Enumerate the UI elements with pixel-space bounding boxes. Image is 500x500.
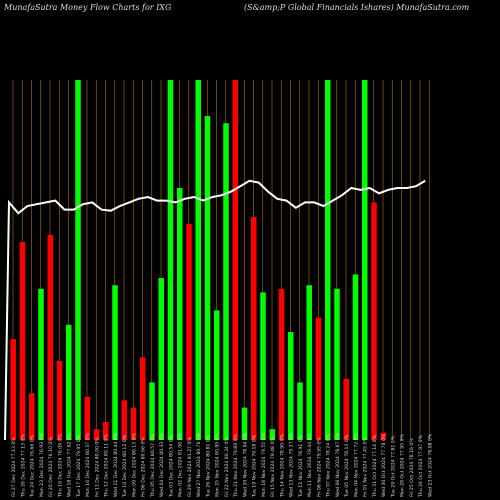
- x-tick-label: Thu 12 Dec 2024 80.11 0%: [104, 434, 110, 498]
- bar-21: [204, 116, 211, 440]
- x-tick-label: Tue 24 Dec 2024 76.66 0%: [30, 434, 36, 498]
- x-tick-label: Fri 13 Dec 2024 80.00 0%: [94, 437, 100, 497]
- x-tick-label: Mon 04 Nov 2024 77.72 0%: [353, 432, 359, 497]
- price-line: [4, 179, 426, 441]
- x-tick-label: Tue 17 Dec 2024 79.95 0%: [76, 434, 82, 498]
- x-tick-label: Fri 06 Dec 2024 80.66 0%: [141, 437, 147, 497]
- bar-23: [223, 123, 229, 440]
- x-tick-label: Thu 07 Nov 2024 78.24 0%: [326, 433, 332, 498]
- bar-22: [214, 310, 220, 440]
- bar-34: [325, 80, 331, 440]
- x-tick-label: Tue 12 Nov 2024 78.91 0%: [298, 434, 304, 498]
- x-tick-label: Fri 08 Nov 2024 79.95 0%: [316, 437, 322, 497]
- bar-2: [29, 393, 35, 440]
- x-tick-label: Mon 11 Nov 2024 79.44 0%: [307, 432, 313, 497]
- bar-8: [84, 396, 90, 440]
- bar-35: [334, 288, 340, 440]
- x-tick-label: Tue 26 Nov 2024 80.81 0%: [205, 434, 211, 498]
- x-tick-label: Thu 14 Nov 2024 78.90 0%: [279, 433, 285, 498]
- bar-32: [306, 285, 312, 440]
- x-tick-label: Fri 15 Nov 2024 79.48 0%: [270, 437, 276, 497]
- x-tick-label: Mon 23 Dec 2024 76.93 0%: [39, 433, 45, 497]
- bar-39: [371, 202, 377, 440]
- bar-13: [130, 407, 137, 440]
- bar-15: [149, 382, 155, 440]
- bar-5: [56, 360, 63, 440]
- x-tick-label: Thu 19 Dec 2024 76.09 0%: [57, 434, 63, 498]
- x-tick-label: Tue 03 Dec 2024 80.54 0%: [168, 434, 174, 498]
- x-tick-label: Tue 29 Oct 2024 77.81 0%: [390, 435, 396, 498]
- bar-26: [251, 216, 257, 440]
- bar-0: [10, 339, 16, 440]
- x-tick-label: Tue 05 Nov 2024 78.13 0%: [344, 434, 350, 498]
- bar-17: [167, 80, 174, 440]
- chart-title-left: MunafaSutra Money Flow Charts for IXG: [4, 3, 172, 12]
- x-tick-label: Fri 29 Nov 2024 81.27 0%: [187, 437, 193, 497]
- x-tick-label: Mon 16 Dec 2024 80.37 0%: [85, 433, 91, 497]
- x-tick-label: Wed 06 Nov 2024 78.67 0%: [335, 432, 341, 497]
- x-tick-label: Wed 13 Nov 2024 79.37 0%: [289, 432, 295, 497]
- x-tick-label: Thu 21 Nov 2024 79.89 0%: [233, 433, 239, 498]
- x-tick-label: Wed 04 Dec 2024 80.33 0%: [159, 432, 165, 497]
- x-tick-label: Thu 24 Oct 2024 77.97 0%: [418, 435, 424, 498]
- bar-4: [47, 234, 53, 440]
- x-tick-label: Mon 28 Oct 2024 77.95 0%: [400, 433, 406, 497]
- x-tick-label: Fri 01 Nov 2024 77.45 0%: [363, 437, 369, 497]
- bar-19: [186, 224, 192, 440]
- x-tick-label: Mon 02 Dec 2024 81.06 0%: [178, 433, 184, 497]
- bar-28: [269, 429, 275, 440]
- bar-3: [38, 288, 44, 440]
- bar-11: [112, 285, 118, 440]
- bar-9: [93, 429, 100, 440]
- bar-16: [158, 278, 164, 440]
- bar-10: [103, 422, 109, 440]
- x-tick-labels: Fri 27 Dec 2024 77.13 0% Thu 26 Dec 2024 …: [11, 432, 433, 498]
- bar-7: [75, 80, 81, 440]
- x-tick-label: Wed 30 Oct 2024 77.78 0%: [381, 433, 387, 497]
- bar-37: [352, 274, 359, 440]
- x-tick-label: Mon 18 Nov 2024 79.55 0%: [261, 432, 267, 497]
- x-tick-label: Fri 27 Dec 2024 77.13 0%: [11, 437, 17, 497]
- bar-40: [380, 432, 386, 440]
- x-tick-label: Wed 27 Nov 2024 80.76 0%: [196, 432, 202, 497]
- x-tick-label: Fri 22 Nov 2024 80.34 0%: [224, 437, 230, 497]
- x-tick-label: Thu 26 Dec 2024 77.13 0%: [20, 434, 26, 498]
- bar-1: [19, 242, 26, 440]
- bar-14: [140, 357, 146, 440]
- x-tick-label: Thu 31 Oct 2024 77.14 0%: [372, 435, 378, 498]
- bar-38: [362, 80, 368, 440]
- bars: [10, 80, 386, 440]
- bar-20: [195, 80, 201, 440]
- x-tick-label: Wed 20 Nov 2024 78.94 0%: [242, 432, 248, 497]
- x-tick-label: Thu 05 Dec 2024 80.57 0%: [150, 434, 156, 498]
- x-tick-label: Tue 19 Nov 2024 79.18 0%: [252, 434, 258, 498]
- bar-18: [177, 188, 183, 440]
- bar-29: [278, 288, 285, 440]
- bar-6: [66, 324, 72, 440]
- x-tick-label: Wed 11 Dec 2024 80.44 0%: [113, 432, 119, 497]
- x-tick-label: Wed 23 Oct 2024 78.08 0%: [427, 433, 433, 497]
- bar-25: [241, 407, 248, 440]
- x-tick-label: Mon 09 Dec 2024 80.13 0%: [131, 433, 137, 497]
- bar-36: [343, 378, 349, 440]
- bar-33: [315, 317, 322, 440]
- bar-31: [297, 382, 303, 440]
- bar-12: [121, 400, 127, 440]
- bar-30: [288, 332, 294, 440]
- x-tick-label: Fri 20 Dec 2024 76.10 0%: [48, 437, 54, 497]
- x-tick-label: Wed 18 Dec 2024 77.62 0%: [67, 432, 73, 497]
- bar-27: [260, 292, 266, 440]
- x-tick-label: Tue 10 Dec 2024 80.12 0%: [122, 434, 128, 498]
- chart-title-right: (S&amp;P Global Financials Ishares) Muna…: [244, 3, 470, 12]
- bar-24: [232, 80, 238, 440]
- x-tick-label: Mon 25 Nov 2024 80.95 0%: [215, 432, 221, 497]
- x-tick-label: Fri 25 Oct 2024 78.16 0%: [409, 438, 415, 497]
